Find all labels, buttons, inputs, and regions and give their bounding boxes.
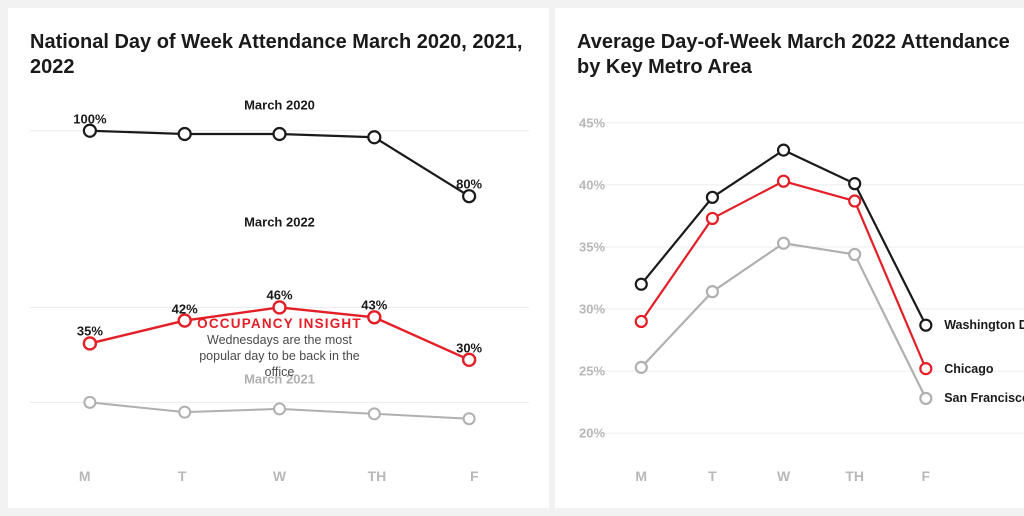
x-tick-label: F: [426, 468, 523, 484]
series-legend-label: Washington D.C.: [944, 318, 1024, 332]
left-x-axis: MTWTHF: [30, 468, 529, 484]
y-tick-label: 45%: [579, 115, 605, 130]
x-tick-label: T: [708, 468, 717, 484]
data-point-label: 42%: [172, 301, 198, 316]
y-tick-label: 20%: [579, 426, 605, 441]
insight-callout: OCCUPANCY INSIGHTWednesdays are the most…: [195, 316, 365, 380]
insight-heading: OCCUPANCY INSIGHT: [195, 316, 365, 332]
x-tick-label: M: [635, 468, 647, 484]
x-tick-label: W: [231, 468, 328, 484]
left-chart-title: National Day of Week Attendance March 20…: [30, 30, 529, 80]
data-point-label: 30%: [456, 340, 482, 355]
left-panel: National Day of Week Attendance March 20…: [8, 8, 549, 508]
data-point-label: 35%: [77, 324, 103, 339]
y-tick-label: 30%: [579, 302, 605, 317]
x-tick-label: TH: [845, 468, 864, 484]
x-tick-label: F: [922, 468, 931, 484]
x-tick-label: TH: [328, 468, 425, 484]
left-plot: 100% 80% March 2020 35% 42% 46% 43% 30% March 20…: [30, 98, 529, 458]
x-tick-label: M: [36, 468, 133, 484]
y-tick-label: 25%: [579, 364, 605, 379]
series-legend-label: San Francisco: [944, 391, 1024, 405]
y-tick-label: 35%: [579, 239, 605, 254]
right-plot: 20% 25% 30% 35% 40% 45% Washington D.C. Chicago…: [577, 98, 1024, 458]
series-legend-label: Chicago: [944, 362, 993, 376]
data-point-label: 43%: [361, 298, 387, 313]
right-panel: Average Day-of-Week March 2022 Attendanc…: [555, 8, 1024, 508]
series-label: March 2020: [244, 97, 315, 112]
right-x-axis: M T W TH F: [577, 468, 1024, 488]
insight-body: Wednesdays are the most popular day to b…: [195, 333, 365, 380]
right-chart-title: Average Day-of-Week March 2022 Attendanc…: [577, 30, 1024, 80]
x-tick-label: W: [777, 468, 790, 484]
data-point-label: 46%: [266, 288, 292, 303]
series-label: March 2022: [244, 215, 315, 230]
x-tick-label: T: [133, 468, 230, 484]
data-point-label: 80%: [456, 177, 482, 192]
y-tick-label: 40%: [579, 177, 605, 192]
data-point-label: 100%: [73, 111, 106, 126]
